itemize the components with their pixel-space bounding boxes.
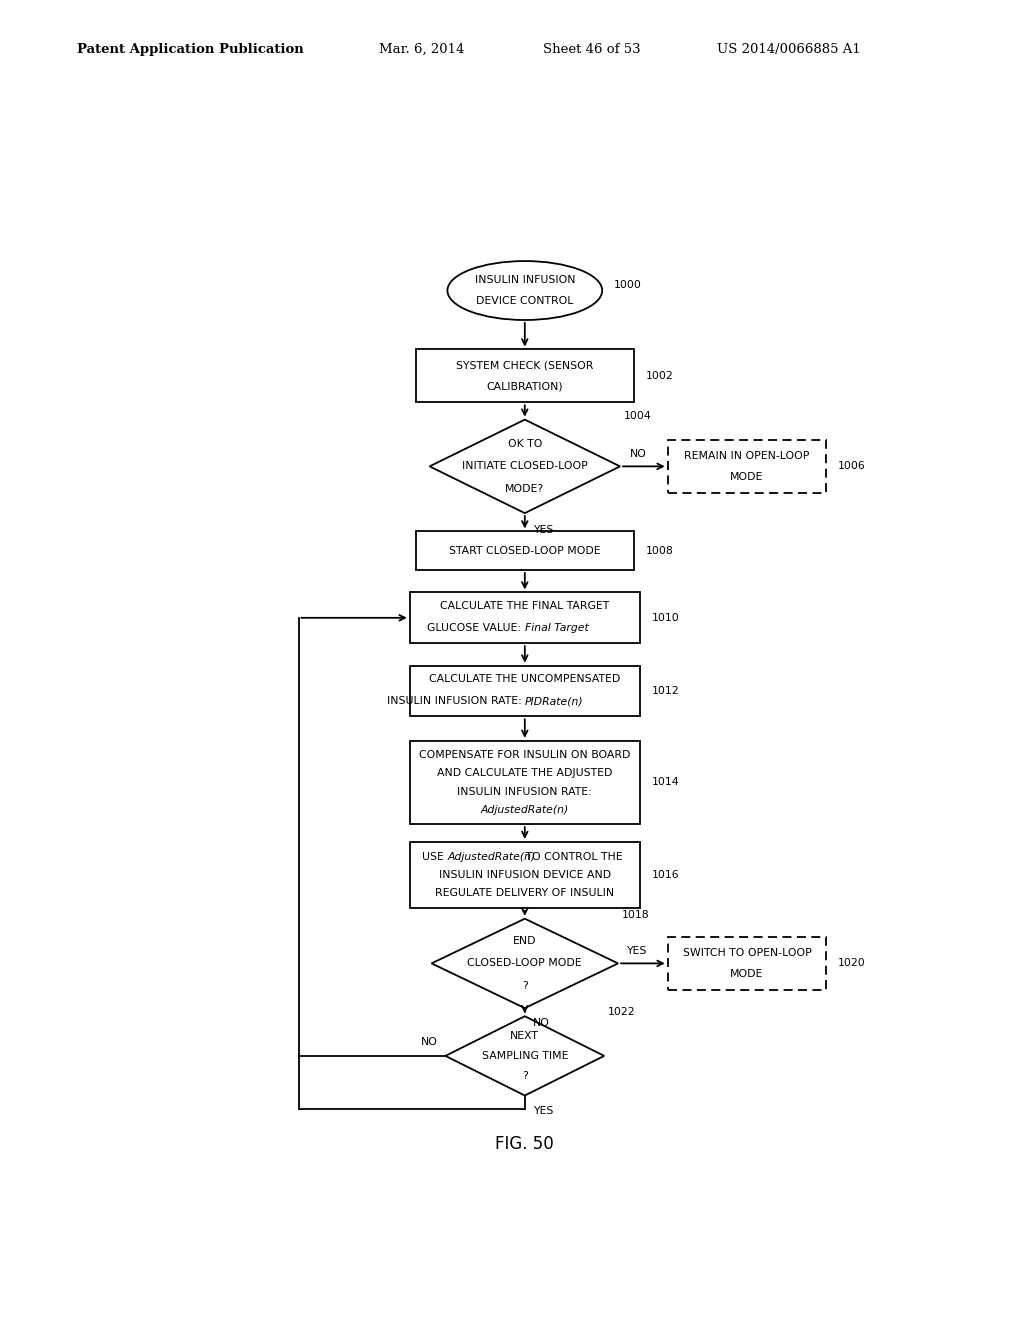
Text: Mar. 6, 2014: Mar. 6, 2014 <box>379 42 464 55</box>
Text: 1010: 1010 <box>652 612 680 623</box>
Text: 1004: 1004 <box>624 411 651 421</box>
Text: YES: YES <box>626 946 646 956</box>
Text: NO: NO <box>532 1018 550 1028</box>
Text: INSULIN INFUSION DEVICE AND: INSULIN INFUSION DEVICE AND <box>438 870 611 880</box>
Text: US 2014/0066885 A1: US 2014/0066885 A1 <box>717 42 860 55</box>
Text: OK TO: OK TO <box>508 440 542 449</box>
Text: INITIATE CLOSED-LOOP: INITIATE CLOSED-LOOP <box>462 462 588 471</box>
Text: Patent Application Publication: Patent Application Publication <box>77 42 303 55</box>
Bar <box>410 842 640 908</box>
Text: MODE: MODE <box>730 969 764 978</box>
Bar <box>416 532 634 570</box>
Text: 1022: 1022 <box>608 1007 636 1018</box>
Text: AND CALCULATE THE ADJUSTED: AND CALCULATE THE ADJUSTED <box>437 768 612 779</box>
Text: TO CONTROL THE: TO CONTROL THE <box>521 851 623 862</box>
Text: CALIBRATION): CALIBRATION) <box>486 381 563 391</box>
Text: START CLOSED-LOOP MODE: START CLOSED-LOOP MODE <box>449 545 601 556</box>
Text: FIG. 50: FIG. 50 <box>496 1135 554 1154</box>
Text: ?: ? <box>522 1072 527 1081</box>
Text: CALCULATE THE FINAL TARGET: CALCULATE THE FINAL TARGET <box>440 601 609 611</box>
Text: CLOSED-LOOP MODE: CLOSED-LOOP MODE <box>468 958 582 969</box>
Text: YES: YES <box>532 525 553 536</box>
Text: AdjustedRate(n): AdjustedRate(n) <box>447 851 537 862</box>
Text: 1012: 1012 <box>652 686 679 696</box>
Text: INSULIN INFUSION: INSULIN INFUSION <box>474 276 575 285</box>
Text: 1000: 1000 <box>614 280 642 290</box>
Text: END: END <box>513 936 537 946</box>
Text: SAMPLING TIME: SAMPLING TIME <box>481 1051 568 1061</box>
Text: 1016: 1016 <box>652 870 679 880</box>
Text: NO: NO <box>630 449 646 459</box>
Text: REMAIN IN OPEN-LOOP: REMAIN IN OPEN-LOOP <box>684 451 810 461</box>
Text: MODE: MODE <box>730 471 764 482</box>
Bar <box>410 593 640 643</box>
Bar <box>668 440 826 492</box>
Text: SWITCH TO OPEN-LOOP: SWITCH TO OPEN-LOOP <box>683 948 811 958</box>
Text: NEXT: NEXT <box>510 1031 540 1040</box>
Bar <box>410 741 640 824</box>
Text: PIDRate(n): PIDRate(n) <box>524 696 584 706</box>
Text: CALCULATE THE UNCOMPENSATED: CALCULATE THE UNCOMPENSATED <box>429 673 621 684</box>
Text: DEVICE CONTROL: DEVICE CONTROL <box>476 296 573 306</box>
Text: COMPENSATE FOR INSULIN ON BOARD: COMPENSATE FOR INSULIN ON BOARD <box>419 750 631 760</box>
Text: NO: NO <box>421 1036 437 1047</box>
Text: INSULIN INFUSION RATE:: INSULIN INFUSION RATE: <box>386 696 524 706</box>
Text: SYSTEM CHECK (SENSOR: SYSTEM CHECK (SENSOR <box>456 360 594 371</box>
Text: ?: ? <box>522 981 527 991</box>
Text: 1006: 1006 <box>839 462 866 471</box>
Text: 1018: 1018 <box>622 909 649 920</box>
Text: 1008: 1008 <box>646 545 674 556</box>
Text: 1020: 1020 <box>839 958 866 969</box>
Bar <box>416 350 634 403</box>
Text: 1014: 1014 <box>652 777 679 788</box>
Bar <box>668 937 826 990</box>
Text: YES: YES <box>532 1106 553 1115</box>
Text: USE: USE <box>422 851 447 862</box>
Text: Sheet 46 of 53: Sheet 46 of 53 <box>543 42 640 55</box>
Text: GLUCOSE VALUE:: GLUCOSE VALUE: <box>427 623 524 634</box>
Text: REGULATE DELIVERY OF INSULIN: REGULATE DELIVERY OF INSULIN <box>435 888 614 898</box>
Text: INSULIN INFUSION RATE:: INSULIN INFUSION RATE: <box>458 787 592 796</box>
Text: MODE?: MODE? <box>505 483 545 494</box>
Text: Final Target: Final Target <box>524 623 589 634</box>
Bar <box>410 665 640 717</box>
Text: 1002: 1002 <box>646 371 674 381</box>
Text: AdjustedRate(n): AdjustedRate(n) <box>480 805 569 814</box>
